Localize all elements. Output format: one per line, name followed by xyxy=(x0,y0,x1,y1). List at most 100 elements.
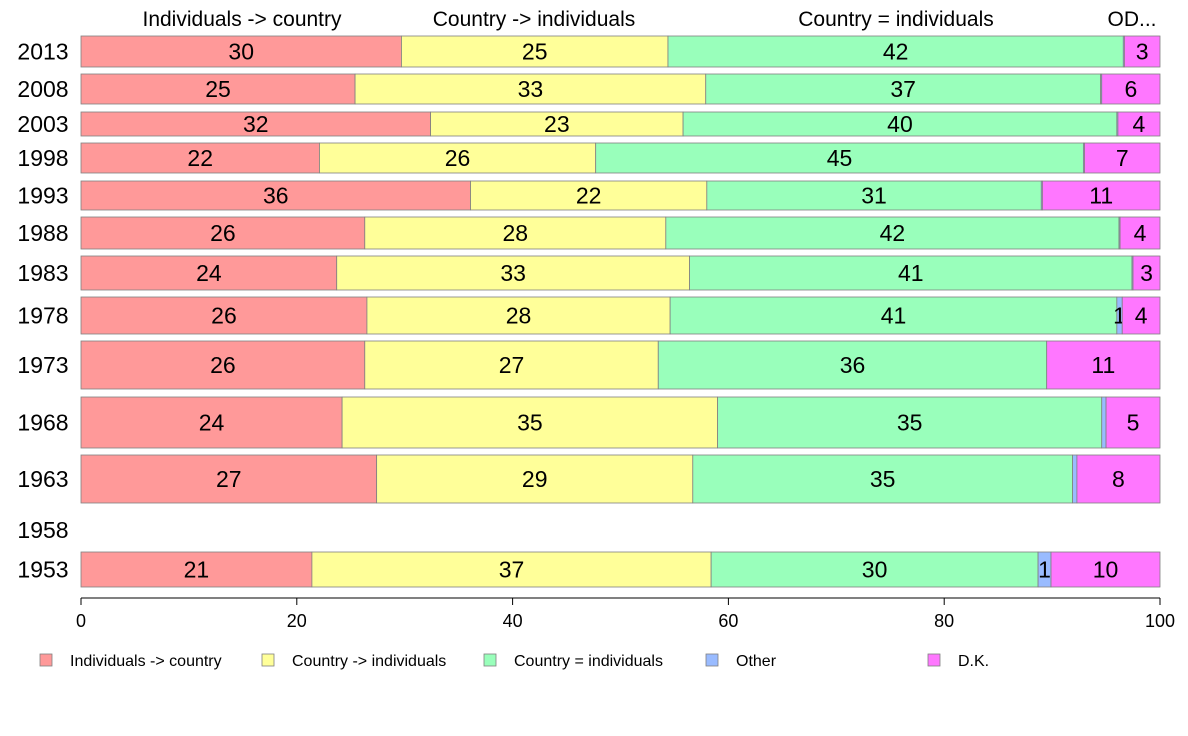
data-label: 11 xyxy=(1089,183,1113,209)
data-label: 26 xyxy=(211,303,237,329)
data-label: 42 xyxy=(883,39,909,65)
data-label: 4 xyxy=(1134,220,1147,246)
column-headers: Individuals -> country Country -> individ… xyxy=(142,8,1156,31)
y-tick-label: 1993 xyxy=(17,183,68,209)
data-label: 21 xyxy=(184,557,210,583)
data-label: 30 xyxy=(862,557,888,583)
data-label: 26 xyxy=(210,220,236,246)
data-label: 22 xyxy=(187,145,213,171)
data-label: 37 xyxy=(499,557,525,583)
data-label: 7 xyxy=(1116,145,1129,171)
legend-swatch xyxy=(483,653,497,667)
y-tick-label: 2013 xyxy=(17,39,68,65)
data-label: 23 xyxy=(544,111,570,137)
bar-segment xyxy=(80,340,366,390)
bar-segment xyxy=(710,551,1039,588)
data-label: 3 xyxy=(1136,39,1149,65)
bar-segment xyxy=(1076,454,1161,504)
bar-segment xyxy=(80,255,338,291)
bar-segment xyxy=(1105,396,1161,449)
bar-segment xyxy=(401,35,669,68)
legend-label: Country = individuals xyxy=(514,653,663,670)
column-header: Individuals -> country xyxy=(142,8,342,31)
bar-segment xyxy=(657,340,1048,390)
bar-segment xyxy=(1041,180,1161,211)
bar-segment xyxy=(667,35,1124,68)
legend: Individuals -> country Country -> individ… xyxy=(39,653,989,670)
data-label: 11 xyxy=(1091,352,1115,378)
bar-segment xyxy=(80,35,402,68)
legend-swatch xyxy=(261,653,275,667)
bar-segment xyxy=(80,142,320,174)
legend-label: Other xyxy=(736,653,777,670)
bar-segment xyxy=(80,296,368,335)
data-label: 27 xyxy=(216,466,242,492)
bar-segment xyxy=(1123,35,1161,68)
data-label: 31 xyxy=(861,183,887,209)
bar-segment xyxy=(1101,73,1161,105)
bar-segment xyxy=(1046,340,1161,390)
data-label: 5 xyxy=(1127,410,1140,436)
bar-segment xyxy=(665,216,1120,250)
x-tick-label: 20 xyxy=(287,611,307,631)
y-tick-label: 1998 xyxy=(17,145,68,171)
bar-segment xyxy=(1084,142,1161,174)
y-tick-label: 2003 xyxy=(17,111,68,137)
bar-segment xyxy=(1117,111,1161,137)
data-label: 29 xyxy=(522,466,548,492)
y-axis: 2013 2008 2003 1998 1993 1988 1983 1978 1973 1968… xyxy=(17,39,68,583)
data-label: 4 xyxy=(1133,111,1146,137)
bar-segment xyxy=(80,396,343,449)
data-label: 35 xyxy=(870,466,896,492)
data-label: 45 xyxy=(827,145,853,171)
bar-segment xyxy=(470,180,708,211)
bar-segment xyxy=(80,454,378,504)
bar-segment xyxy=(706,180,1042,211)
bar-segment xyxy=(669,296,1118,335)
bar-segment xyxy=(80,551,313,588)
bar-segment xyxy=(80,111,431,137)
bar-segment xyxy=(336,255,690,291)
data-label: 37 xyxy=(890,76,916,102)
bar-segment xyxy=(692,454,1074,504)
column-header: Country -> individuals xyxy=(433,8,636,31)
x-tick-label: 100 xyxy=(1145,611,1175,631)
data-label: 4 xyxy=(1135,303,1148,329)
y-tick-label: 1968 xyxy=(17,410,68,436)
data-label: 40 xyxy=(887,111,913,137)
x-tick-label: 0 xyxy=(76,611,86,631)
bar-segment xyxy=(705,73,1102,105)
data-label: 33 xyxy=(500,260,526,286)
data-label: 24 xyxy=(196,260,222,286)
data-label: 25 xyxy=(522,39,548,65)
y-tick-label: 1973 xyxy=(17,352,68,378)
x-tick-label: 40 xyxy=(503,611,523,631)
bar-segment xyxy=(689,255,1133,291)
x-tick-label: 80 xyxy=(934,611,954,631)
column-header: OD... xyxy=(1107,8,1156,31)
y-tick-label: 1958 xyxy=(17,517,68,543)
data-label: 24 xyxy=(199,410,225,436)
y-tick-label: 1953 xyxy=(17,557,68,583)
data-label: 22 xyxy=(576,183,602,209)
legend-swatch xyxy=(705,653,719,667)
data-label: 25 xyxy=(205,76,231,102)
bar-segment xyxy=(682,111,1118,137)
bar-segment xyxy=(1119,216,1161,250)
bar-segment xyxy=(341,396,719,449)
data-label: 28 xyxy=(503,220,529,246)
data-label: 27 xyxy=(499,352,525,378)
legend-label: Country -> individuals xyxy=(292,653,446,670)
bar-segment xyxy=(1121,296,1161,335)
bar-segment xyxy=(80,73,356,105)
bar-segment xyxy=(1132,255,1161,291)
bar-segment xyxy=(595,142,1084,174)
legend-label: D.K. xyxy=(958,653,989,670)
data-label: 35 xyxy=(897,410,923,436)
y-tick-label: 1988 xyxy=(17,220,68,246)
bar-segment xyxy=(717,396,1103,449)
data-label: 36 xyxy=(263,183,289,209)
data-label: 8 xyxy=(1112,466,1125,492)
